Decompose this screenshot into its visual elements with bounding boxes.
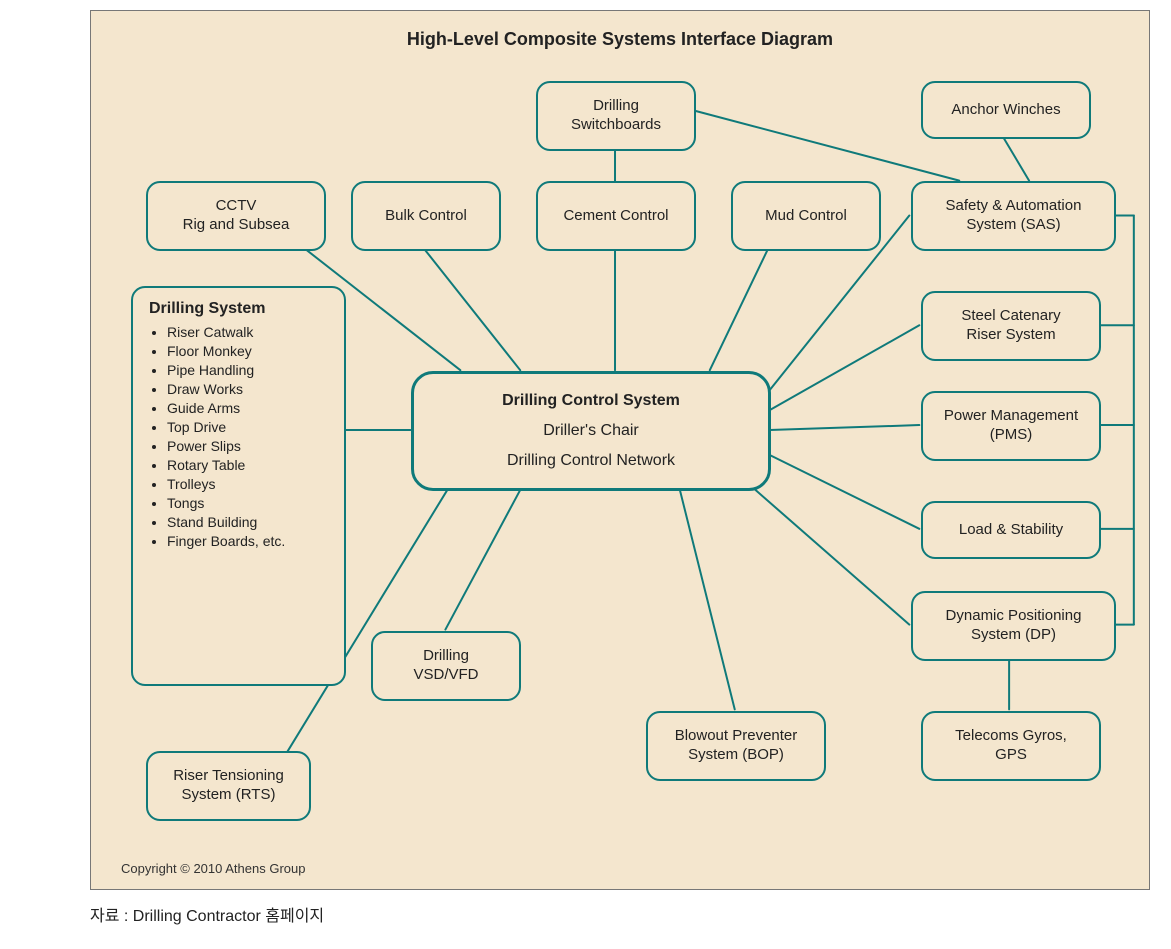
node-rts-line-0: Riser Tensioning bbox=[173, 767, 284, 786]
node-pms: Power Management(PMS) bbox=[921, 391, 1101, 461]
node-center: Drilling Control System Driller's Chair Dr… bbox=[411, 371, 771, 491]
node-sas-line-0: Safety & Automation bbox=[946, 197, 1082, 216]
node-load-line-0: Load & Stability bbox=[959, 521, 1063, 540]
node-switchboards: DrillingSwitchboards bbox=[536, 81, 696, 151]
node-pms-line-0: Power Management bbox=[944, 407, 1078, 426]
copyright-text: Copyright © 2010 Athens Group bbox=[121, 861, 305, 876]
diagram-canvas: High-Level Composite Systems Interface D… bbox=[90, 10, 1150, 890]
node-anchor-line-0: Anchor Winches bbox=[951, 101, 1060, 120]
drilling-system-item-6: Power Slips bbox=[167, 438, 330, 454]
node-vsd: DrillingVSD/VFD bbox=[371, 631, 521, 701]
node-bop: Blowout PreventerSystem (BOP) bbox=[646, 711, 826, 781]
diagram-title: High-Level Composite Systems Interface D… bbox=[91, 29, 1149, 50]
node-bulk-line-0: Bulk Control bbox=[385, 207, 467, 226]
node-sas-line-1: System (SAS) bbox=[966, 216, 1060, 235]
node-dp-line-1: System (DP) bbox=[971, 626, 1056, 645]
drilling-system-item-3: Draw Works bbox=[167, 381, 330, 397]
drilling-system-item-1: Floor Monkey bbox=[167, 343, 330, 359]
node-scrs-line-1: Riser System bbox=[966, 326, 1055, 345]
node-cement: Cement Control bbox=[536, 181, 696, 251]
node-center-line-1: Driller's Chair bbox=[543, 421, 639, 441]
node-scrs: Steel CatenaryRiser System bbox=[921, 291, 1101, 361]
node-cement-line-0: Cement Control bbox=[563, 207, 668, 226]
node-load: Load & Stability bbox=[921, 501, 1101, 559]
drilling-system-item-8: Trolleys bbox=[167, 476, 330, 492]
node-dp-line-0: Dynamic Positioning bbox=[946, 607, 1082, 626]
node-bop-line-0: Blowout Preventer bbox=[675, 727, 798, 746]
node-drilling-system-list: Drilling System Riser Catwalk Floor Monkey… bbox=[131, 286, 346, 686]
node-bulk: Bulk Control bbox=[351, 181, 501, 251]
node-rts: Riser TensioningSystem (RTS) bbox=[146, 751, 311, 821]
drilling-system-item-11: Finger Boards, etc. bbox=[167, 533, 330, 549]
drilling-system-item-9: Tongs bbox=[167, 495, 330, 511]
node-cctv-line-0: CCTV bbox=[216, 197, 257, 216]
node-vsd-line-0: Drilling bbox=[423, 647, 469, 666]
node-mud: Mud Control bbox=[731, 181, 881, 251]
node-pms-line-1: (PMS) bbox=[990, 426, 1033, 445]
drilling-system-title: Drilling System bbox=[149, 300, 330, 318]
node-sas: Safety & AutomationSystem (SAS) bbox=[911, 181, 1116, 251]
node-cctv: CCTVRig and Subsea bbox=[146, 181, 326, 251]
drilling-system-item-7: Rotary Table bbox=[167, 457, 330, 473]
node-telecoms-line-0: Telecoms Gyros, bbox=[955, 727, 1067, 746]
node-cctv-line-1: Rig and Subsea bbox=[183, 216, 290, 235]
drilling-system-items: Riser Catwalk Floor Monkey Pipe Handling Dr… bbox=[149, 324, 330, 549]
drilling-system-item-5: Top Drive bbox=[167, 419, 330, 435]
node-anchor: Anchor Winches bbox=[921, 81, 1091, 139]
node-vsd-line-1: VSD/VFD bbox=[413, 666, 478, 685]
drilling-system-item-10: Stand Building bbox=[167, 514, 330, 530]
node-telecoms: Telecoms Gyros,GPS bbox=[921, 711, 1101, 781]
node-center-line-2: Drilling Control Network bbox=[507, 451, 675, 471]
node-rts-line-1: System (RTS) bbox=[182, 786, 276, 805]
node-telecoms-line-1: GPS bbox=[995, 746, 1027, 765]
node-switchboards-line-0: Drilling bbox=[593, 97, 639, 116]
page: High-Level Composite Systems Interface D… bbox=[0, 0, 1171, 949]
node-scrs-line-0: Steel Catenary bbox=[961, 307, 1060, 326]
node-mud-line-0: Mud Control bbox=[765, 207, 847, 226]
node-switchboards-line-1: Switchboards bbox=[571, 116, 661, 135]
drilling-system-item-4: Guide Arms bbox=[167, 400, 330, 416]
drilling-system-item-2: Pipe Handling bbox=[167, 362, 330, 378]
node-bop-line-1: System (BOP) bbox=[688, 746, 784, 765]
source-caption: 자료 : Drilling Contractor 홈페이지 bbox=[90, 902, 324, 926]
drilling-system-item-0: Riser Catwalk bbox=[167, 324, 330, 340]
node-dp: Dynamic PositioningSystem (DP) bbox=[911, 591, 1116, 661]
node-center-line-0: Drilling Control System bbox=[502, 391, 680, 411]
